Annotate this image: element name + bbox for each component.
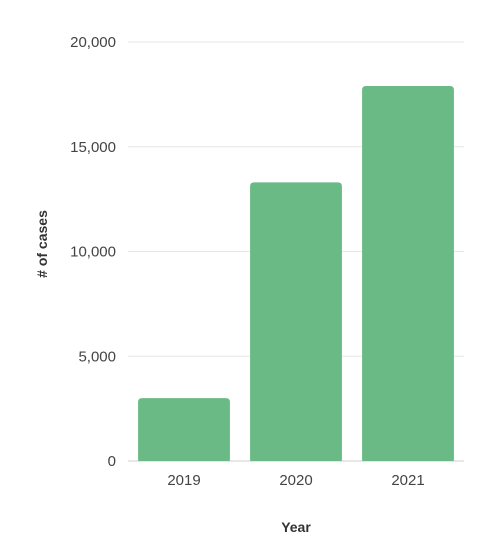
x-tick-label: 2019 bbox=[167, 472, 200, 489]
y-tick-label: 15,000 bbox=[70, 139, 116, 156]
y-axis-title: # of cases bbox=[34, 210, 50, 278]
y-tick-label: 5,000 bbox=[78, 348, 116, 365]
bar-2019 bbox=[138, 398, 230, 461]
y-axis-ticks: 0 5,000 10,000 15,000 20,000 bbox=[70, 34, 116, 470]
x-axis-ticks: 2019 2020 2021 bbox=[167, 472, 424, 489]
y-tick-label: 10,000 bbox=[70, 244, 116, 261]
x-tick-label: 2020 bbox=[279, 472, 312, 489]
x-axis-title: Year bbox=[281, 519, 311, 535]
bar-2021 bbox=[362, 85, 454, 462]
x-tick-label: 2021 bbox=[391, 472, 424, 489]
y-tick-label: 20,000 bbox=[70, 34, 116, 51]
bars bbox=[138, 85, 454, 462]
bar-2020 bbox=[250, 182, 342, 462]
y-tick-label: 0 bbox=[108, 453, 116, 470]
